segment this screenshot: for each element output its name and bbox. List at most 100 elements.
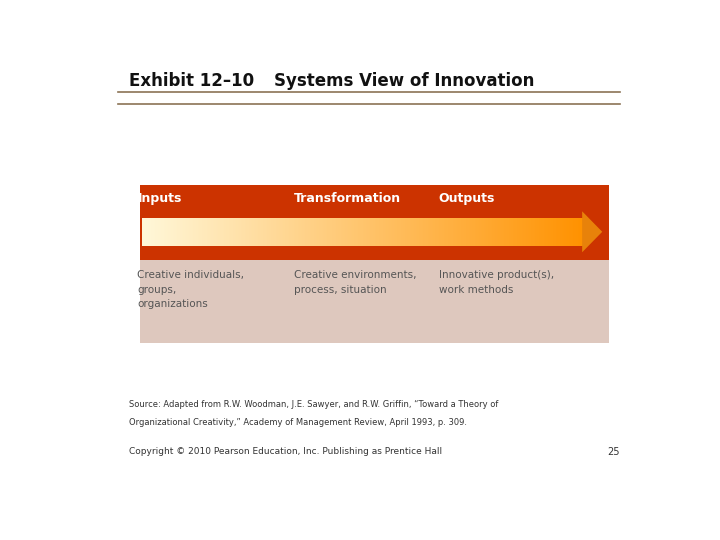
Bar [288,218,289,246]
Bar [472,218,474,246]
Bar [576,218,578,246]
Bar [302,218,304,246]
Bar [573,218,575,246]
Text: Copyright © 2010 Pearson Education, Inc. Publishing as Prentice Hall: Copyright © 2010 Pearson Education, Inc.… [129,447,442,456]
Bar [204,218,205,246]
Bar [232,218,233,246]
Bar [326,218,328,246]
Bar [445,218,447,246]
Bar [205,218,207,246]
Bar [433,218,435,246]
Bar [544,218,546,246]
Bar [258,218,260,246]
Bar [432,218,433,246]
Bar [317,218,319,246]
Text: Outputs: Outputs [438,192,495,205]
Bar [217,218,219,246]
Text: Source: Adapted from R.W. Woodman, J.E. Sawyer, and R.W. Griffin, “Toward a Theo: Source: Adapted from R.W. Woodman, J.E. … [129,400,498,409]
Bar [305,218,307,246]
Bar [367,218,369,246]
Bar [179,218,181,246]
Bar [431,218,432,246]
Bar [254,218,256,246]
Bar [474,218,477,246]
Bar [199,218,201,246]
Bar [335,218,336,246]
Bar [341,218,343,246]
Bar [215,218,217,246]
Bar [484,218,485,246]
Bar [242,218,244,246]
Bar [177,218,179,246]
Bar [429,218,431,246]
Bar [398,218,400,246]
Bar [214,218,216,246]
Bar [387,218,388,246]
Bar [503,218,505,246]
Bar [473,218,475,246]
Bar [202,218,204,246]
Bar [390,218,391,246]
Bar [183,218,185,246]
Bar [407,218,409,246]
Bar [463,218,464,246]
Bar [157,218,158,246]
Bar [289,218,291,246]
Bar [361,218,363,246]
Bar [363,218,364,246]
Bar [536,218,539,246]
Bar [186,218,188,246]
Bar [397,218,398,246]
Bar [466,218,467,246]
Bar [336,218,338,246]
Bar [143,218,145,246]
Bar [476,218,478,246]
Bar [497,218,498,246]
Bar [286,218,288,246]
Bar [418,218,419,246]
Bar [482,218,484,246]
Text: Creative individuals,
groups,
organizations: Creative individuals, groups, organizati… [138,270,244,309]
Bar [394,218,395,246]
Bar [297,218,298,246]
Bar [315,218,318,246]
Bar [146,218,148,246]
Bar [230,218,232,246]
Bar [318,218,320,246]
Bar [222,218,223,246]
Bar [192,218,194,246]
Bar [301,218,302,246]
Bar [513,218,515,246]
Bar [444,218,446,246]
Bar [511,218,513,246]
Bar [491,218,492,246]
Text: Transformation: Transformation [294,192,401,205]
Bar [582,218,584,246]
Bar [518,218,519,246]
Bar [467,218,469,246]
Bar [451,218,453,246]
Bar [260,218,261,246]
Bar [372,218,374,246]
Bar [495,218,497,246]
Bar [208,218,210,246]
Bar [459,218,460,246]
Bar [152,218,154,246]
Bar [454,218,456,246]
Bar [360,218,361,246]
Bar [140,185,609,260]
Bar [446,218,449,246]
Bar [370,218,372,246]
Bar [277,218,279,246]
Bar [349,218,351,246]
Bar [197,218,198,246]
Bar [400,218,401,246]
Bar [439,218,441,246]
Bar [479,218,481,246]
Bar [570,218,572,246]
Bar [435,218,436,246]
Text: Systems View of Innovation: Systems View of Innovation [274,72,534,90]
Bar [201,218,202,246]
Bar [542,218,544,246]
Text: Exhibit 12–10: Exhibit 12–10 [129,72,254,90]
